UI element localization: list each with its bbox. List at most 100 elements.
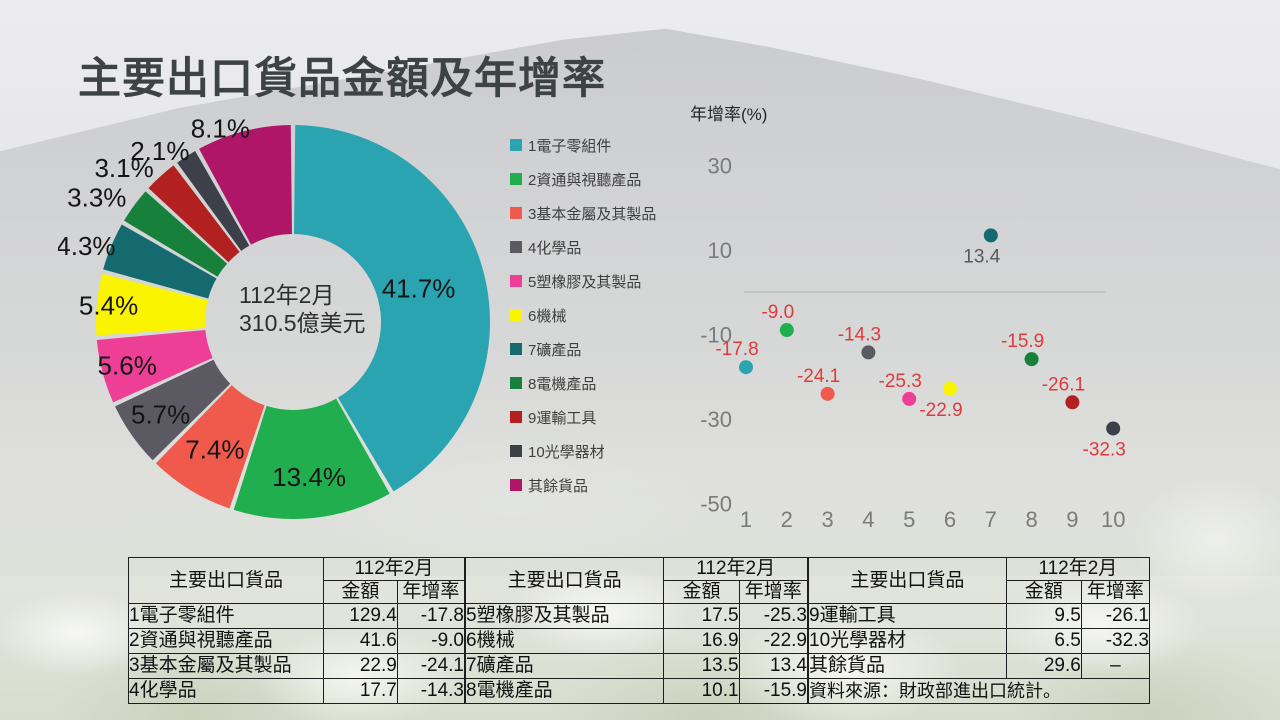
- legend-swatch-icon: [510, 241, 522, 253]
- cell-amount: 17.7: [322, 678, 398, 704]
- legend-swatch-icon: [510, 445, 522, 457]
- scatter-chart: 年增率(%) 30 10 -10 -30 -50 1 2 3 4 5 6 7 8 9 10 -17.8-9.0 -…: [690, 105, 1126, 532]
- legend-item: 2資通與視聽產品: [510, 162, 656, 196]
- legend-label: 其餘貨品: [528, 477, 589, 495]
- donut-slice-2: [233, 398, 390, 519]
- donut-slice-label: 5.4%: [79, 290, 138, 320]
- x-tick-label: 2: [781, 507, 793, 532]
- legend-item: 7礦產品: [510, 332, 656, 366]
- cell-yoy: -32.3: [1080, 628, 1151, 654]
- legend-swatch-icon: [510, 411, 522, 423]
- table-row: 1電子零組件 129.4 -17.8: [128, 603, 466, 629]
- donut-slice-5: [96, 330, 213, 403]
- legend-label: 6機械: [528, 307, 567, 325]
- donut-slice-label: 3.1%: [94, 153, 153, 183]
- scatter-point-8: [1024, 352, 1039, 367]
- legend-item: 4化學品: [510, 230, 656, 264]
- donut-slice-10: [177, 151, 250, 251]
- donut-slice-label: 41.7%: [382, 273, 456, 303]
- legend-swatch-icon: [510, 479, 522, 491]
- cell-yoy: -24.1: [396, 653, 466, 679]
- legend-label: 1電子零組件: [528, 137, 612, 155]
- donut-center-text: 112年2月: [239, 282, 334, 308]
- y-axis-title: 年增率(%): [690, 105, 767, 124]
- col-header-product: 主要出口貨品: [464, 557, 665, 604]
- col-header-period: 112年2月: [663, 557, 808, 581]
- donut-slice-7: [103, 224, 217, 299]
- cell-yoy: -17.8: [396, 603, 466, 629]
- legend-item: 8電機產品: [510, 366, 656, 400]
- donut-slice-label: 13.4%: [272, 462, 346, 492]
- legend-item: 6機械: [510, 298, 656, 332]
- table-row: 5塑橡膠及其製品 17.5 -25.3: [464, 603, 809, 629]
- x-tick-label: 4: [862, 507, 874, 532]
- table-row: 10光學器材 6.5 -32.3: [808, 628, 1151, 654]
- cell-yoy: -9.0: [396, 628, 466, 654]
- cell-product: 9運輸工具: [808, 603, 1007, 629]
- legend-item: 其餘貨品: [510, 468, 656, 502]
- col-header-yoy: 年增率: [396, 580, 466, 604]
- cell-product: 7礦產品: [464, 653, 665, 679]
- scatter-value-label: -9.0: [761, 302, 794, 323]
- cell-amount: 6.5: [1005, 628, 1082, 654]
- legend-label: 8電機產品: [528, 375, 597, 393]
- legend-item: 3基本金屬及其製品: [510, 196, 656, 230]
- donut-slice-label: 4.3%: [58, 231, 116, 261]
- legend-label: 3基本金屬及其製品: [528, 205, 657, 223]
- scatter-point-4: [861, 345, 876, 360]
- cell-amount: 9.5: [1005, 603, 1082, 629]
- cell-product: 10光學器材: [808, 628, 1007, 654]
- scatter-point-3: [820, 386, 835, 401]
- legend-label: 7礦產品: [528, 341, 582, 359]
- x-tick-label: 8: [1025, 507, 1037, 532]
- cell-amount: 129.4: [322, 603, 398, 629]
- scatter-point-1: [739, 360, 753, 375]
- legend-label: 4化學品: [528, 239, 582, 257]
- legend-item: 9運輸工具: [510, 400, 656, 434]
- scatter-point-10: [1106, 421, 1121, 436]
- y-tick-label: -30: [700, 407, 732, 432]
- legend-swatch-icon: [510, 139, 522, 151]
- legend-label: 5塑橡膠及其製品: [528, 273, 642, 291]
- cell-yoy: -25.3: [738, 603, 809, 629]
- legend-swatch-icon: [510, 377, 522, 389]
- donut-slice-6: [96, 273, 208, 336]
- legend-swatch-icon: [510, 309, 522, 321]
- table-row: 6機械 16.9 -22.9: [464, 628, 809, 654]
- y-tick-label: 30: [708, 153, 732, 178]
- table-footer-row: 資料來源：財政部進出口統計。: [808, 678, 1150, 704]
- table-header-row: 主要出口貨品 112年2月: [464, 557, 808, 604]
- col-header-yoy: 年增率: [1080, 580, 1151, 604]
- table-subheader-row: 金額 年增率: [466, 580, 809, 604]
- donut-slice-label: 5.6%: [98, 350, 157, 380]
- col-header-period: 112年2月: [322, 557, 466, 581]
- y-tick-label: 10: [708, 238, 732, 263]
- scatter-point-2: [779, 323, 794, 338]
- cell-product: 其餘貨品: [808, 653, 1007, 679]
- legend-item: 1電子零組件: [510, 128, 656, 162]
- table-row: 7礦產品 13.5 13.4: [464, 653, 809, 679]
- cell-yoy: -14.3: [396, 678, 466, 704]
- x-tick-label: 9: [1066, 507, 1078, 532]
- scatter-value-label: -32.3: [1083, 439, 1126, 460]
- cell-product: 8電機產品: [464, 678, 665, 704]
- table-header-row: 主要出口貨品 112年2月: [808, 557, 1151, 604]
- cell-yoy: -26.1: [1080, 603, 1151, 629]
- cell-yoy: -22.9: [738, 628, 809, 654]
- col-header-amount: 金額: [663, 580, 740, 604]
- scatter-value-label: -22.9: [919, 400, 962, 421]
- scatter-point-6: [943, 381, 957, 396]
- legend-item: 5塑橡膠及其製品: [510, 264, 656, 298]
- donut-slice-label: 8.1%: [191, 113, 250, 143]
- table-row: 2資通與視聽產品 41.6 -9.0: [128, 628, 466, 654]
- table-row: 4化學品 17.7 -14.3: [128, 678, 466, 704]
- cell-yoy: 13.4: [738, 653, 809, 679]
- donut-slice-4: [115, 359, 231, 461]
- donut-slice-3: [155, 385, 265, 509]
- cell-product: 2資通與視聽產品: [128, 628, 324, 654]
- donut-center-text: 310.5億美元: [239, 310, 366, 336]
- donut-slice-9: [148, 165, 240, 263]
- x-tick-label: 10: [1101, 507, 1125, 532]
- x-tick-label: 7: [985, 507, 997, 532]
